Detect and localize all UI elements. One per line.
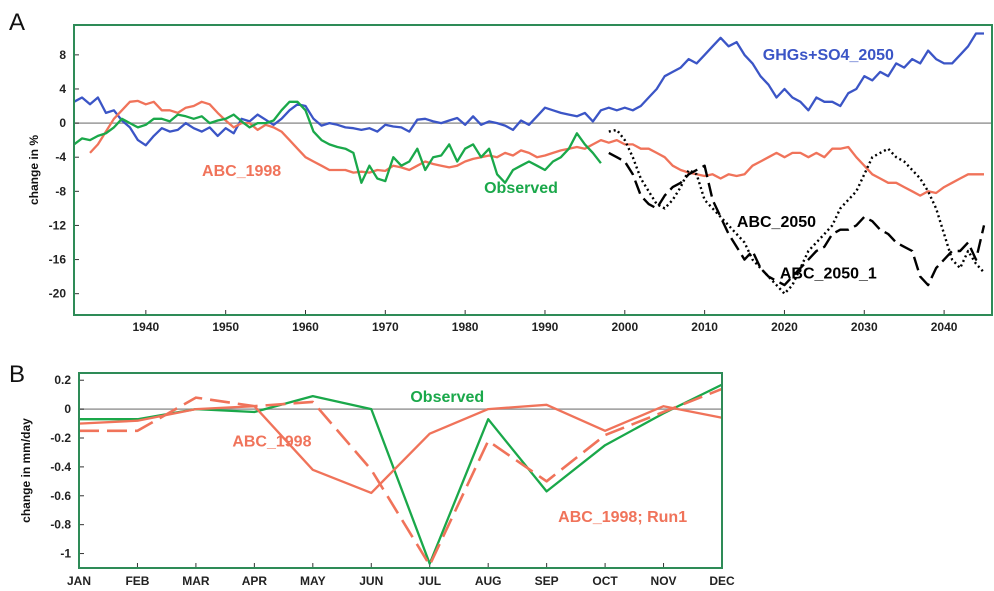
- series-line-observed: [73, 100, 602, 184]
- plot-frame: [78, 372, 723, 569]
- x-tick-label: MAY: [300, 574, 326, 588]
- plot-frame: [73, 24, 993, 316]
- x-tick-label: 1980: [452, 320, 479, 334]
- x-tick-label: 1950: [212, 320, 239, 334]
- panel-a-chart: 1940 1950 1960 1970 1980 1990 2000 2010 2020 2030…: [27, 24, 993, 334]
- x-tick-label: 1990: [532, 320, 559, 334]
- y-tick-label: -4: [55, 150, 66, 164]
- annotation-label: ABC_1998: [232, 434, 311, 451]
- y-tick-label: -16: [49, 253, 67, 267]
- x-tick-label: JUN: [359, 574, 383, 588]
- annotation-label: GHGs+SO4_2050: [763, 47, 894, 64]
- x-tick-label: SEP: [535, 574, 559, 588]
- x-tick-label: OCT: [592, 574, 618, 588]
- series-line-abc-1998: [78, 403, 723, 495]
- y-tick-label: -0.6: [50, 489, 71, 503]
- x-tick-label: 2040: [931, 320, 958, 334]
- panel-b-chart: JAN FEB MAR APR MAY JUN JUL AUG SEP OCT NOV DEC 0.2 0…: [19, 372, 735, 588]
- x-tick-label: 1960: [292, 320, 319, 334]
- x-tick-label: 2000: [611, 320, 638, 334]
- y-axis-label: change in %: [27, 135, 41, 205]
- y-tick-label: 0.2: [54, 373, 71, 387]
- annotation-label: Observed: [484, 180, 558, 197]
- panel-b-label: B: [9, 361, 25, 388]
- x-tick-label: AUG: [475, 574, 502, 588]
- y-tick-label: 8: [59, 48, 66, 62]
- series-line-abc-2050-1: [608, 128, 985, 295]
- x-tick-label: 2020: [771, 320, 798, 334]
- y-tick-label: -0.4: [50, 460, 71, 474]
- x-tick-label: 2030: [851, 320, 878, 334]
- annotation-label: ABC_1998; Run1: [558, 509, 687, 526]
- y-tick-label: 0: [64, 402, 71, 416]
- x-tick-label: DEC: [709, 574, 735, 588]
- series-line-abc-2050: [608, 151, 986, 287]
- annotation-label: Observed: [410, 389, 484, 406]
- y-tick-label: 4: [59, 82, 66, 96]
- x-tick-label: 1970: [372, 320, 399, 334]
- y-tick-label: -20: [49, 287, 67, 301]
- x-tick-label: JAN: [67, 574, 91, 588]
- x-tick-label: 1940: [132, 320, 159, 334]
- series-line-abc-1998-run1: [79, 387, 723, 567]
- annotation-label: ABC_2050: [737, 214, 816, 231]
- y-tick-label: 0: [59, 116, 66, 130]
- series-line-abc-1998: [89, 99, 984, 197]
- series-line-observed: [79, 383, 723, 565]
- y-axis-label: change in mm/day: [19, 418, 33, 523]
- x-tick-label: APR: [242, 574, 268, 588]
- annotation-label: ABC_2050_1: [780, 265, 877, 282]
- x-tick-label: NOV: [651, 574, 677, 588]
- panel-a-label: A: [9, 9, 25, 36]
- x-tick-label: 2010: [691, 320, 718, 334]
- annotation-label: ABC_1998: [202, 163, 281, 180]
- x-tick-label: JUL: [418, 574, 441, 588]
- y-tick-label: -1: [60, 547, 71, 561]
- x-tick-label: FEB: [125, 574, 149, 588]
- series-line-ghgs-so4-2050: [73, 32, 984, 147]
- y-tick-label: -12: [49, 218, 67, 232]
- y-tick-label: -0.8: [50, 518, 71, 532]
- x-tick-label: MAR: [182, 574, 210, 588]
- y-tick-label: -0.2: [50, 431, 71, 445]
- y-tick-label: -8: [55, 184, 66, 198]
